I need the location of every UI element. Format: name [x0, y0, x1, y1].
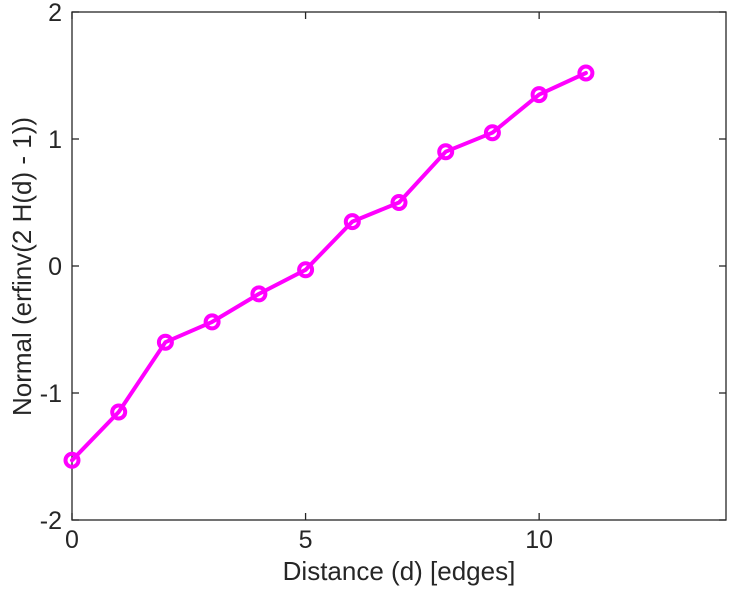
y-tick-label: 2 [48, 0, 62, 27]
data-point-marker [250, 285, 268, 303]
data-point-marker [343, 213, 361, 231]
data-point-marker [577, 64, 595, 82]
data-point-marker [437, 143, 455, 161]
x-tick-label: 0 [65, 526, 79, 554]
data-point-marker [156, 333, 174, 351]
y-tick-label: -2 [40, 507, 62, 535]
x-tick-label: 10 [525, 526, 553, 554]
x-axis-label: Distance (d) [edges] [282, 556, 516, 586]
data-point-marker [530, 86, 548, 104]
plot-box [71, 11, 727, 521]
y-tick-label: -1 [40, 380, 62, 408]
data-point-marker [390, 194, 408, 211]
y-tick-label: 1 [48, 126, 62, 154]
data-line [70, 71, 588, 463]
data-point-marker [203, 313, 221, 331]
y-tick-label: 0 [48, 253, 62, 281]
x-tick-label: 5 [299, 526, 313, 554]
data-point-marker [110, 403, 128, 421]
y-axis-label-container: Normal (erfinv(2 H(d) - 1)) [0, 12, 46, 520]
data-point-marker [483, 124, 501, 142]
data-point-marker [63, 451, 81, 469]
data-point-marker [297, 261, 315, 279]
y-axis-label: Normal (erfinv(2 H(d) - 1)) [7, 116, 38, 416]
